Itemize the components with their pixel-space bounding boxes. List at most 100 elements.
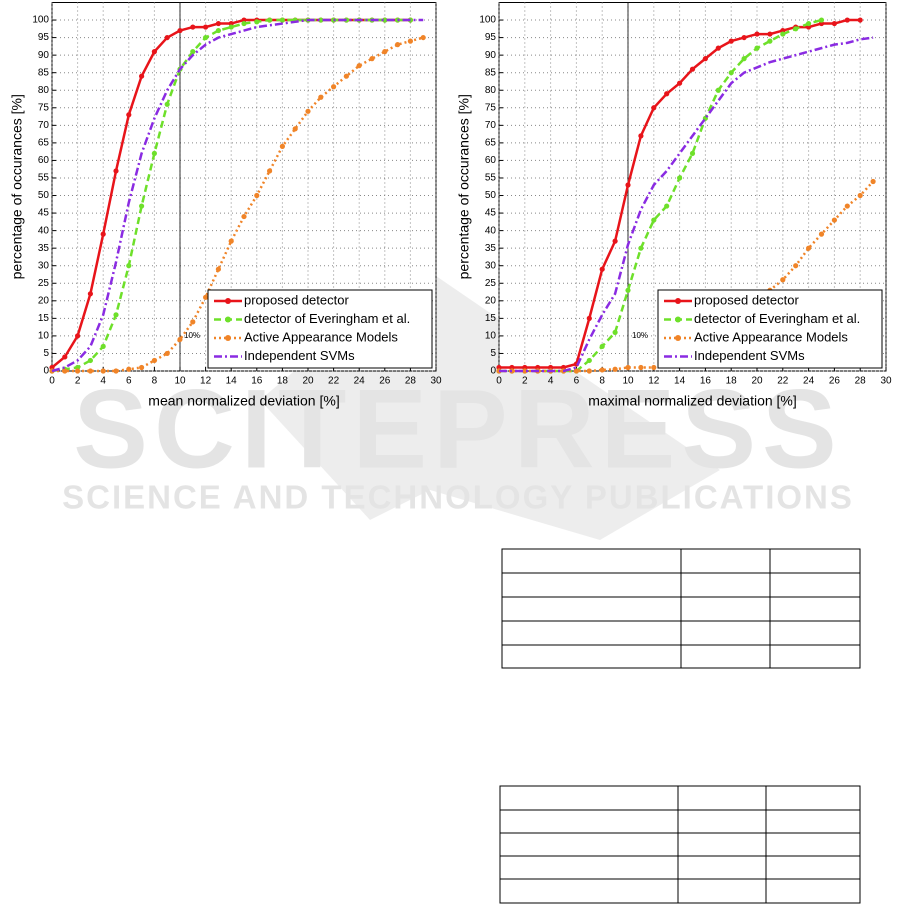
y-tick-label: 50 bbox=[485, 190, 497, 201]
x-tick-label: 12 bbox=[648, 376, 660, 387]
y-tick-label: 20 bbox=[485, 295, 497, 306]
point bbox=[139, 73, 145, 79]
legend-label: detector of Everingham et al. bbox=[244, 311, 410, 326]
y-tick-label: 80 bbox=[38, 85, 50, 96]
point bbox=[612, 366, 618, 372]
point bbox=[100, 231, 106, 237]
chart: 0510152025303540455055606570758085909510… bbox=[9, 2, 442, 409]
legend-marker bbox=[225, 316, 231, 323]
x-tick-label: 4 bbox=[100, 376, 106, 387]
y-tick-label: 15 bbox=[485, 313, 497, 324]
y-tick-label: 70 bbox=[38, 120, 50, 131]
point bbox=[177, 27, 183, 34]
point bbox=[100, 343, 106, 350]
legend-label: Independent SVMs bbox=[244, 348, 355, 363]
legend-label: proposed detector bbox=[694, 292, 799, 307]
point bbox=[857, 17, 863, 23]
legend-box bbox=[207, 289, 433, 369]
point bbox=[677, 80, 683, 86]
x-tick-label: 2 bbox=[75, 376, 81, 387]
y-tick-label: 5 bbox=[490, 348, 496, 359]
x-tick-label: 18 bbox=[277, 376, 289, 387]
point bbox=[573, 368, 580, 374]
point bbox=[651, 364, 657, 371]
y-tick-label: 40 bbox=[485, 225, 497, 236]
series-line bbox=[499, 36, 874, 373]
x-axis-label: mean normalized deviation [%] bbox=[148, 393, 339, 409]
point bbox=[818, 17, 825, 23]
legend: proposed detector detector of Everingham … bbox=[657, 289, 883, 369]
y-tick-label: 75 bbox=[485, 102, 497, 113]
y-tick-label: 45 bbox=[485, 208, 497, 219]
point bbox=[599, 266, 605, 272]
point bbox=[767, 38, 773, 44]
y-tick-label: 5 bbox=[43, 348, 49, 359]
point bbox=[177, 336, 183, 343]
legend-marker bbox=[675, 335, 681, 341]
point bbox=[625, 182, 631, 188]
point bbox=[190, 319, 196, 325]
table-border bbox=[499, 785, 861, 904]
point bbox=[806, 245, 812, 251]
point bbox=[164, 350, 170, 357]
x-tick-label: 0 bbox=[496, 376, 502, 387]
legend-label: Independent SVMs bbox=[694, 348, 805, 363]
x-tick-label: 26 bbox=[379, 376, 391, 387]
point bbox=[754, 31, 760, 37]
y-tick-label: 100 bbox=[479, 15, 496, 26]
point bbox=[215, 20, 221, 27]
x-tick-label: 6 bbox=[126, 376, 132, 387]
y-tick-label: 95 bbox=[485, 32, 497, 43]
point bbox=[139, 364, 145, 371]
point bbox=[831, 20, 838, 27]
point bbox=[741, 34, 747, 41]
legend-label: detector of Everingham et al. bbox=[694, 311, 860, 326]
point bbox=[241, 20, 247, 27]
point bbox=[203, 24, 209, 30]
annotation-label: 10% bbox=[632, 331, 648, 340]
point bbox=[728, 70, 734, 76]
point bbox=[382, 17, 388, 23]
point bbox=[151, 49, 157, 55]
point bbox=[343, 73, 349, 79]
point bbox=[754, 45, 760, 51]
point bbox=[215, 266, 221, 272]
y-tick-label: 95 bbox=[38, 32, 50, 43]
y-tick-label: 25 bbox=[38, 278, 50, 289]
y-tick-label: 100 bbox=[32, 15, 49, 26]
y-tick-label: 65 bbox=[38, 138, 50, 149]
point bbox=[151, 357, 157, 364]
y-tick-label: 80 bbox=[485, 85, 497, 96]
y-tick-label: 75 bbox=[38, 102, 50, 113]
y-tick-label: 45 bbox=[38, 208, 50, 219]
y-axis-label: percentage of occurances [%] bbox=[9, 94, 25, 279]
point bbox=[267, 17, 273, 23]
table bbox=[499, 785, 861, 904]
point bbox=[767, 31, 773, 37]
point bbox=[793, 26, 799, 32]
point bbox=[625, 364, 631, 371]
legend-marker bbox=[675, 298, 681, 304]
x-tick-label: 20 bbox=[751, 376, 763, 387]
point bbox=[806, 20, 812, 27]
y-tick-label: 20 bbox=[38, 295, 50, 306]
point bbox=[651, 105, 657, 111]
legend-marker bbox=[225, 298, 231, 304]
legend-marker bbox=[675, 316, 681, 323]
y-tick-label: 55 bbox=[485, 173, 497, 184]
point bbox=[164, 101, 170, 107]
point bbox=[599, 367, 605, 373]
y-tick-label: 10 bbox=[38, 331, 50, 342]
point bbox=[702, 56, 709, 62]
point bbox=[870, 178, 876, 185]
x-tick-label: 16 bbox=[700, 376, 712, 387]
point bbox=[793, 263, 799, 269]
y-tick-label: 90 bbox=[38, 50, 50, 61]
y-tick-label: 60 bbox=[485, 155, 497, 166]
y-tick-label: 85 bbox=[485, 67, 497, 78]
point bbox=[126, 366, 132, 372]
watermark-subtitle: SCIENCE AND TECHNOLOGY PUBLICATIONS bbox=[62, 479, 854, 516]
chart: 0510152025303540455055606570758085909510… bbox=[456, 2, 892, 409]
point bbox=[741, 56, 747, 62]
